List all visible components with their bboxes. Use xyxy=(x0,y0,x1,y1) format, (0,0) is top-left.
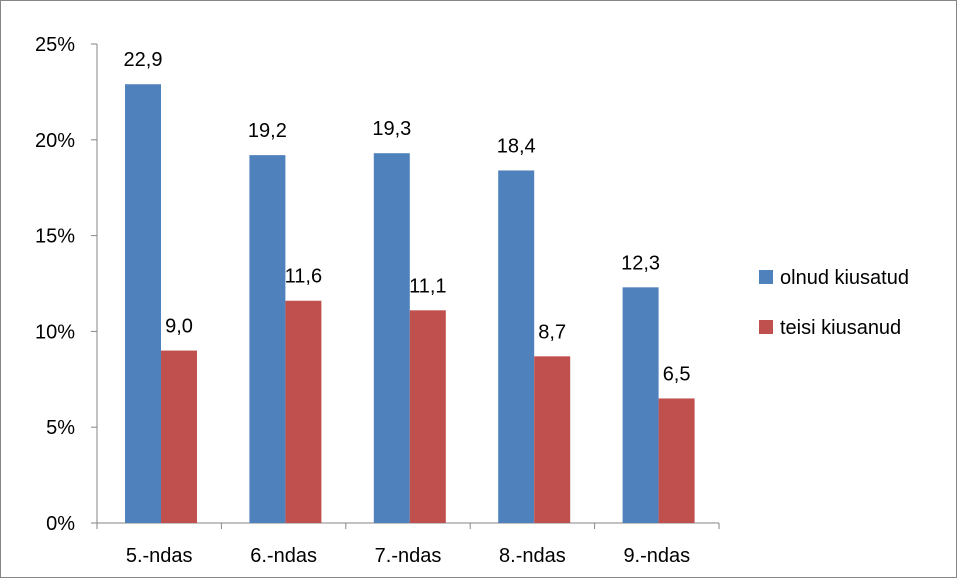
data-label: 12,3 xyxy=(621,252,660,274)
data-label: 11,6 xyxy=(285,266,322,288)
legend-label: olnud kiusatud xyxy=(780,267,909,289)
x-tick-label: 9.-ndas xyxy=(623,545,690,567)
data-label: 18,4 xyxy=(497,135,536,157)
y-tick-label: 25% xyxy=(35,34,75,56)
y-tick-label: 0% xyxy=(46,513,75,535)
bar-series-2 xyxy=(161,350,197,523)
data-label: 22,9 xyxy=(124,49,163,71)
x-tick-label: 6.-ndas xyxy=(250,545,317,567)
data-label: 19,3 xyxy=(372,118,411,140)
x-tick-label: 5.-ndas xyxy=(126,545,193,567)
bar-series-2 xyxy=(285,300,322,523)
x-tick-label: 8.-ndas xyxy=(499,545,566,567)
bar-series-2 xyxy=(409,310,446,523)
bar-series-1 xyxy=(373,153,410,523)
bar-series-1 xyxy=(622,287,659,523)
bar-series-1 xyxy=(498,170,535,523)
data-label: 11,1 xyxy=(409,275,446,297)
y-tick-label: 5% xyxy=(46,417,75,439)
bar-series-1 xyxy=(125,84,161,524)
y-tick-label: 15% xyxy=(35,226,75,248)
bar-series-2 xyxy=(534,356,571,523)
legend-swatch xyxy=(759,320,773,334)
data-label: 9,0 xyxy=(165,316,193,338)
bar-series-1 xyxy=(249,155,286,524)
data-label: 8,7 xyxy=(538,321,566,343)
data-label: 19,2 xyxy=(248,120,287,142)
y-tick-label: 20% xyxy=(35,130,75,152)
y-tick-label: 10% xyxy=(35,321,75,343)
legend-swatch xyxy=(759,270,773,284)
data-label: 6,5 xyxy=(663,363,691,385)
bar-series-2 xyxy=(658,398,695,523)
legend-label: teisi kiusanud xyxy=(780,317,901,339)
x-tick-label: 7.-ndas xyxy=(375,545,442,567)
